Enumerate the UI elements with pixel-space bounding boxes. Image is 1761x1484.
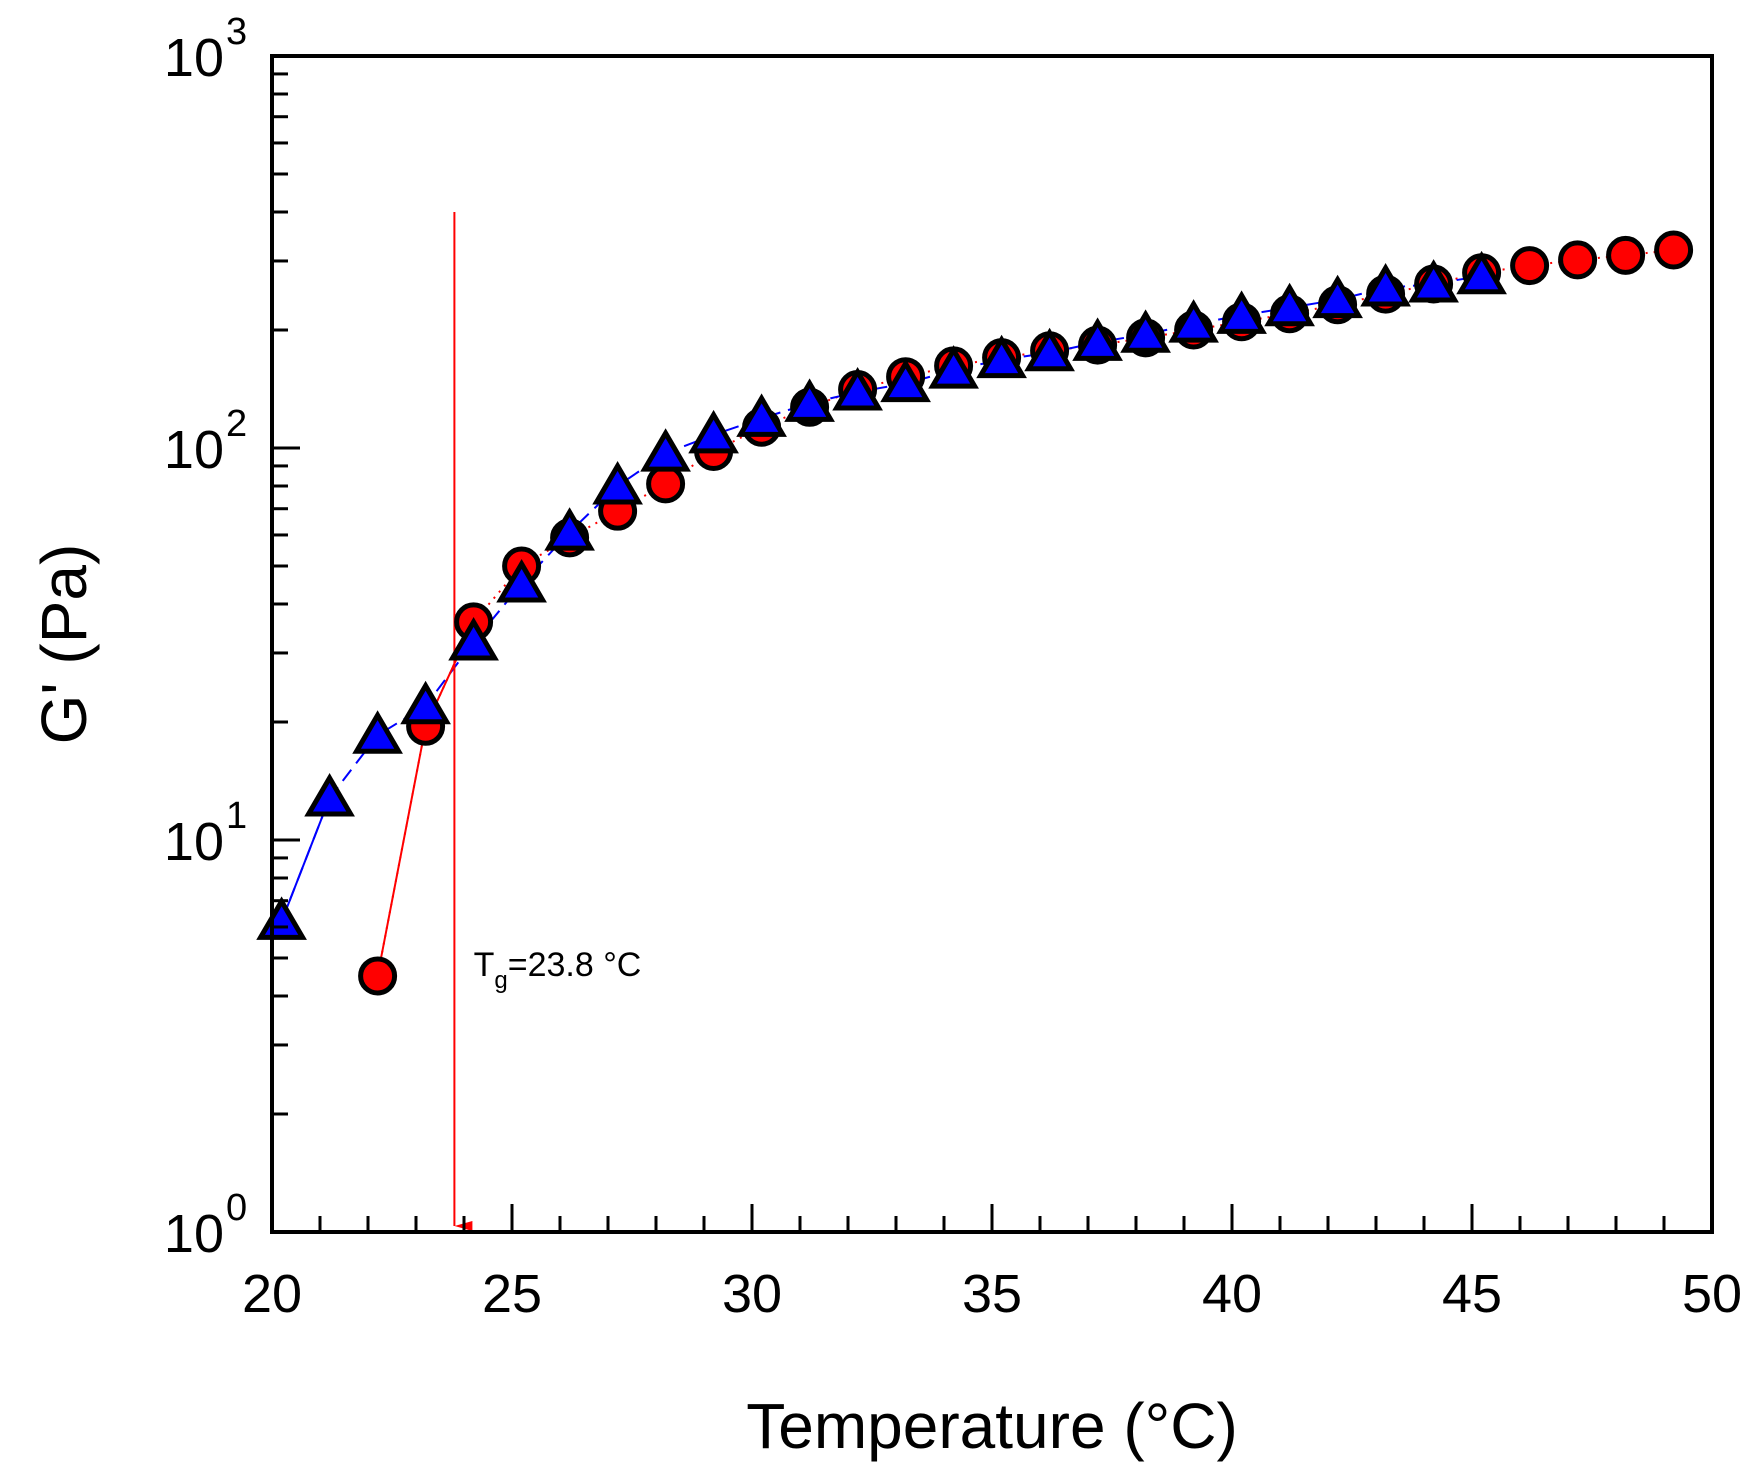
y-tick-exponent: 3	[226, 11, 247, 53]
x-tick-label: 20	[242, 1264, 302, 1324]
x-tick-label: 50	[1682, 1264, 1742, 1324]
triangle-point	[544, 507, 595, 551]
triangle-point	[1168, 299, 1219, 343]
triangle-point	[256, 896, 307, 940]
triangle-point	[688, 409, 739, 454]
circle-point	[1558, 240, 1598, 280]
y-tick-label: 10	[164, 812, 224, 872]
y-tick-exponent: 0	[226, 1187, 247, 1229]
triangle-point	[496, 558, 547, 603]
circle-point	[1606, 235, 1646, 275]
y-tick-exponent: 1	[226, 795, 247, 837]
circle-point	[1510, 246, 1550, 286]
triangle-point	[880, 358, 931, 403]
circle-point	[358, 956, 398, 996]
tg-annotation: Tg=23.8 °C	[474, 946, 642, 994]
circles-line	[376, 248, 1674, 977]
y-tick-label: 10	[164, 420, 224, 480]
triangle-point	[1312, 274, 1363, 319]
x-tick-label: 45	[1442, 1264, 1502, 1324]
triangle-point	[928, 345, 979, 389]
triangle-point	[1408, 259, 1459, 303]
circle-point	[646, 464, 686, 504]
triangle-point	[1456, 250, 1507, 295]
triangle-point	[976, 334, 1027, 379]
triangle-point	[1120, 309, 1171, 353]
annotation-layer: Tg=23.8 °C	[453, 211, 642, 1231]
triangle-point	[1216, 290, 1267, 334]
triangle-point	[1024, 327, 1075, 372]
y-tick-exponent: 2	[226, 403, 247, 445]
markers	[256, 230, 1694, 996]
y-axis-title: G' (Pa)	[28, 544, 100, 745]
triangle-point	[592, 461, 643, 505]
triangles-line	[280, 274, 1482, 922]
triangle-point	[736, 393, 787, 437]
y-tick-label: 10	[164, 1204, 224, 1264]
circle-point	[1654, 230, 1694, 270]
x-axis-title: Temperature (°C)	[746, 1390, 1238, 1462]
triangle-point	[1072, 317, 1123, 361]
x-tick-label: 40	[1202, 1264, 1262, 1324]
triangle-point	[1264, 282, 1315, 327]
triangle-point	[1360, 263, 1411, 307]
x-tick-label: 30	[722, 1264, 782, 1324]
triangle-point	[448, 617, 499, 661]
x-tick-label: 25	[482, 1264, 542, 1324]
y-tick-label: 10	[164, 28, 224, 88]
triangle-point	[832, 366, 883, 411]
triangle-point	[304, 773, 355, 817]
triangles-leadin-line	[280, 797, 331, 922]
triangle-point	[784, 378, 835, 422]
triangle-point	[400, 680, 451, 725]
triangle-point	[352, 710, 403, 754]
triangle-point	[640, 428, 691, 472]
x-tick-label: 35	[962, 1264, 1022, 1324]
circles-leadin-line	[376, 621, 475, 977]
